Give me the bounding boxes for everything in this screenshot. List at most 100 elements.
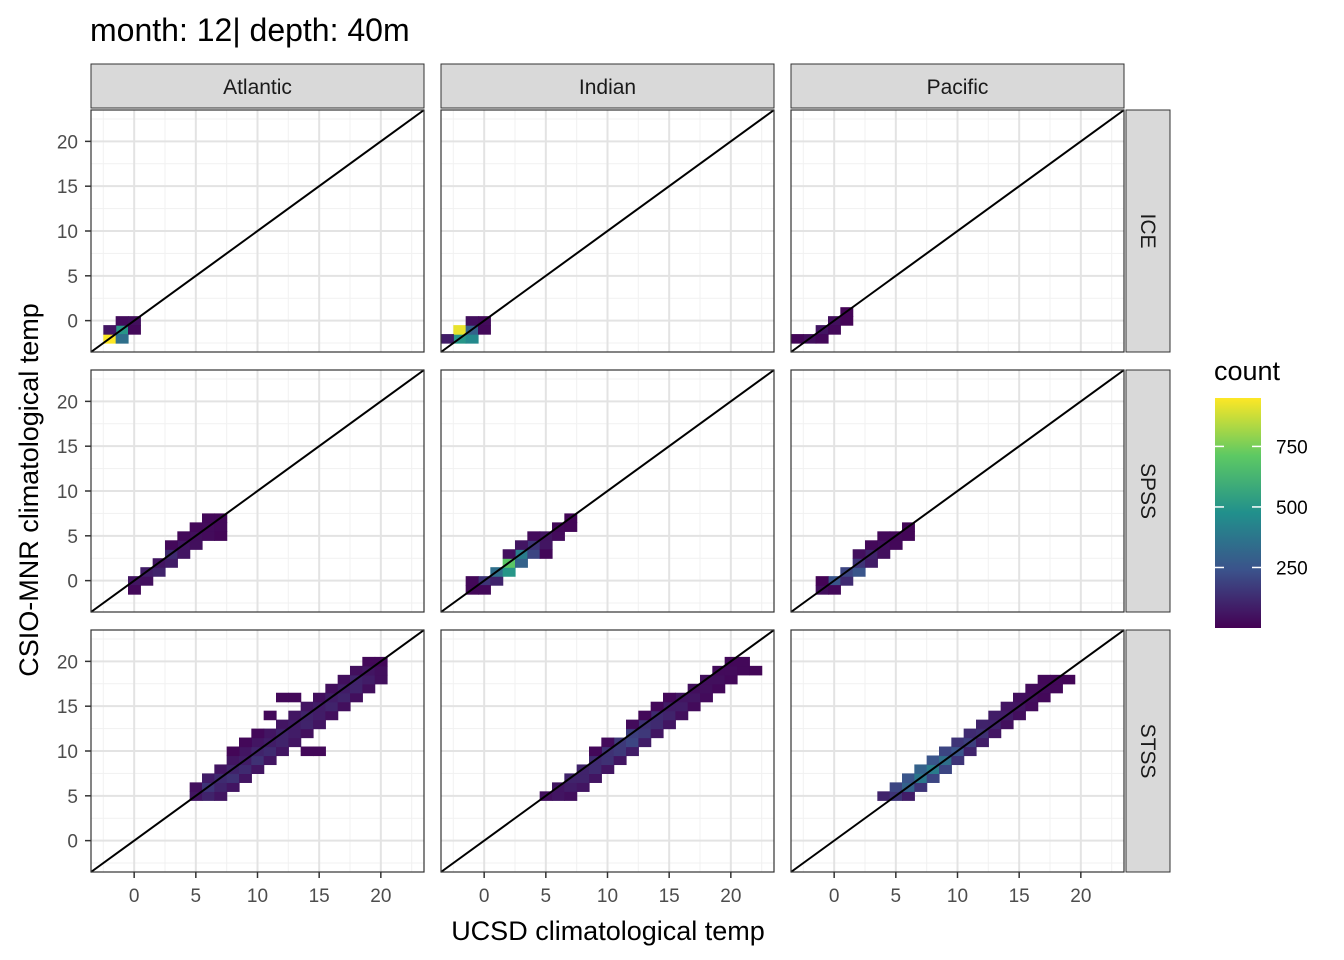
y-tick-label: 20 <box>57 132 78 153</box>
panel-atlantic-ice <box>90 109 425 353</box>
heatmap-bin <box>115 316 129 326</box>
heatmap-bin <box>687 701 701 712</box>
heatmap-bin <box>951 755 965 766</box>
heatmap-bin <box>276 746 289 757</box>
facet-strip-pacific <box>790 63 1125 109</box>
panel-atlantic-stss <box>90 629 425 873</box>
heatmap-bin <box>564 522 578 532</box>
heatmap-bin <box>552 531 565 541</box>
heatmap-bin <box>337 692 351 703</box>
heatmap-bin <box>202 531 215 541</box>
identity-reference-line <box>790 109 1125 353</box>
heatmap-bin <box>749 665 763 676</box>
x-tick-label: 20 <box>1070 886 1091 907</box>
heatmap-bin <box>251 737 265 748</box>
panel-atlantic-spss <box>90 369 425 613</box>
heatmap-bin <box>202 773 215 783</box>
heatmap-bin <box>589 764 602 775</box>
heatmap-bin <box>465 576 479 586</box>
heatmap-bin <box>840 316 854 326</box>
x-axis-label: UCSD climatological temp <box>451 916 765 946</box>
heatmap-bin <box>852 567 866 577</box>
heatmap-bin <box>226 782 240 792</box>
heatmap-bin <box>638 737 652 748</box>
heatmap-bin <box>490 576 504 586</box>
y-tick-label: 20 <box>57 392 78 413</box>
heatmap-bin <box>374 674 388 685</box>
heatmap-bin <box>263 728 277 739</box>
heatmap-bin <box>737 665 750 676</box>
x-tick-label: 0 <box>479 886 490 907</box>
panel-indian-stss <box>440 629 775 873</box>
heatmap-bin <box>926 755 940 766</box>
heatmap-bin <box>251 755 265 766</box>
heatmap-bin <box>914 782 928 792</box>
heatmap-bin <box>527 549 541 559</box>
heatmap-bin <box>601 764 615 775</box>
y-tick-label: 5 <box>67 267 78 288</box>
panel-pacific-stss <box>790 629 1125 873</box>
heatmap-bin <box>362 683 376 694</box>
facet-strip-indian <box>440 63 775 109</box>
x-tick-label: 15 <box>1009 886 1030 907</box>
heatmap-bin <box>374 665 388 676</box>
heatmap-bin <box>177 531 191 541</box>
y-tick-label: 0 <box>67 572 78 593</box>
heatmap-bin <box>539 540 553 550</box>
identity-reference-line <box>790 629 1125 873</box>
panel-pacific-spss <box>790 369 1125 613</box>
heatmap-bin <box>914 764 928 775</box>
heatmap-bin <box>865 558 878 568</box>
heatmap-bin <box>712 674 726 685</box>
heatmap-bin <box>189 540 203 550</box>
identity-reference-line <box>440 369 775 613</box>
heatmap-bin <box>502 567 516 577</box>
color-legend: count 250 500 750 <box>1214 356 1308 628</box>
y-tick-label: 5 <box>67 527 78 548</box>
legend-tick-label: 750 <box>1276 437 1308 458</box>
heatmap-bin <box>724 674 738 685</box>
x-tick-label: 0 <box>129 886 140 907</box>
facet-strip-label: STSS <box>1136 724 1159 779</box>
facet-strip-label: Pacific <box>927 76 989 99</box>
facet-strip-label: Indian <box>579 76 636 99</box>
heatmap-bin <box>902 531 915 541</box>
heatmap-bin <box>951 737 965 748</box>
heatmap-bin <box>515 540 528 550</box>
x-tick-label: 5 <box>541 886 552 907</box>
heatmap-bin <box>226 746 240 757</box>
heatmap-bin <box>1025 683 1039 694</box>
facet-strip-stss <box>1125 629 1171 873</box>
heatmap-bin <box>441 334 454 344</box>
y-tick-label: 20 <box>57 652 78 673</box>
y-tick-label: 10 <box>57 222 78 243</box>
y-tick-label: 15 <box>57 177 78 198</box>
heatmap-bin <box>1062 674 1076 685</box>
heatmap-bin <box>300 728 314 739</box>
chart-title: month: 12| depth: 40m <box>90 12 410 48</box>
heatmap-bin <box>700 692 713 703</box>
heatmap-bin <box>663 710 676 721</box>
heatmap-bin <box>128 585 141 595</box>
heatmap-bin <box>963 728 977 739</box>
heatmap-bin <box>840 576 854 586</box>
x-tick-label: 0 <box>829 886 840 907</box>
heatmap-bin <box>263 710 277 721</box>
x-tick-label: 10 <box>597 886 618 907</box>
heatmap-bin <box>362 656 376 667</box>
legend-tick-label: 500 <box>1276 498 1308 519</box>
heatmap-bin <box>613 755 627 766</box>
heatmap-bin <box>576 773 590 783</box>
heatmap-bin <box>663 692 676 703</box>
heatmap-bin <box>165 540 178 550</box>
facet-strip-atlantic <box>90 63 425 109</box>
heatmap-bin <box>1013 692 1026 703</box>
heatmap-bin <box>828 585 841 595</box>
facet-strip-label: SPSS <box>1136 463 1159 519</box>
heatmap-bin <box>214 531 228 541</box>
heatmap-bin <box>214 791 228 801</box>
heatmap-bin <box>988 728 1002 739</box>
heatmap-bin <box>1013 710 1026 721</box>
heatmap-bin <box>527 531 541 541</box>
